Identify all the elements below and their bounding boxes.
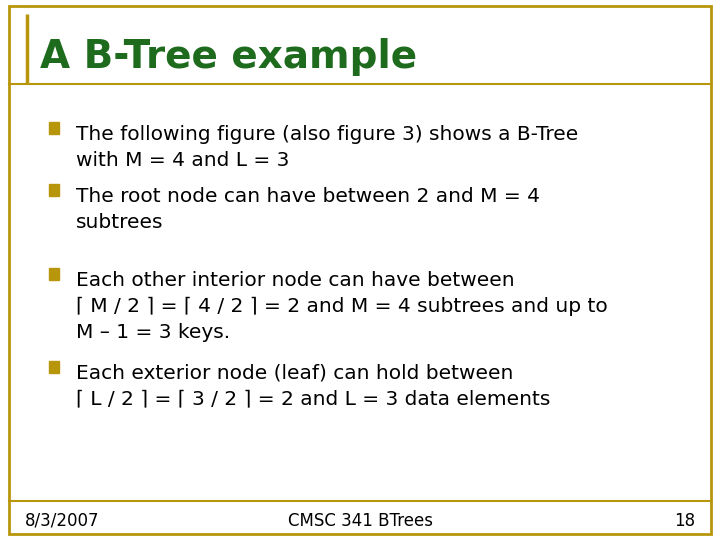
- Text: A B-Tree example: A B-Tree example: [40, 38, 418, 76]
- Bar: [49, 184, 58, 196]
- Bar: [49, 122, 58, 134]
- Text: Each other interior node can have between
⌈ M / 2 ⌉ = ⌈ 4 / 2 ⌉ = 2 and M = 4 su: Each other interior node can have betwee…: [76, 271, 608, 342]
- Bar: [49, 268, 58, 280]
- Text: The root node can have between 2 and M = 4
subtrees: The root node can have between 2 and M =…: [76, 187, 539, 232]
- Text: 18: 18: [674, 511, 695, 530]
- Text: 8/3/2007: 8/3/2007: [25, 511, 99, 530]
- Text: The following figure (also figure 3) shows a B-Tree
with M = 4 and L = 3: The following figure (also figure 3) sho…: [76, 125, 578, 170]
- Text: Each exterior node (leaf) can hold between
⌈ L / 2 ⌉ = ⌈ 3 / 2 ⌉ = 2 and L = 3 d: Each exterior node (leaf) can hold betwe…: [76, 364, 550, 409]
- Bar: [49, 361, 58, 373]
- Text: CMSC 341 BTrees: CMSC 341 BTrees: [287, 511, 433, 530]
